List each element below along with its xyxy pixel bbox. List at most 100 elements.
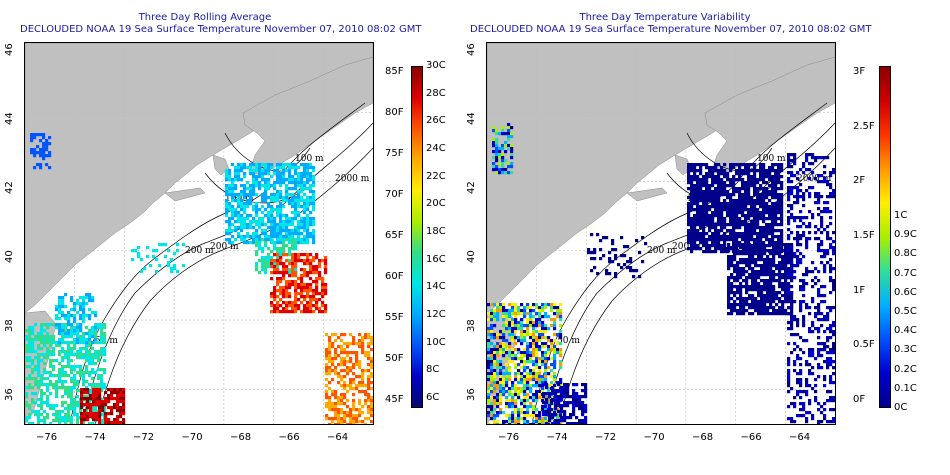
sst-pixel xyxy=(766,300,770,304)
sst-pixel xyxy=(61,305,65,309)
sst-pixel xyxy=(826,210,830,214)
sst-pixel xyxy=(264,262,268,266)
sst-pixel xyxy=(553,411,557,415)
sst-pixel xyxy=(529,321,533,325)
sst-pixel xyxy=(291,205,295,209)
sst-pixel xyxy=(46,389,50,393)
sst-pixel xyxy=(328,357,332,361)
sst-pixel xyxy=(306,259,310,263)
sst-pixel xyxy=(61,380,65,384)
sst-pixel xyxy=(556,315,560,319)
sst-pixel xyxy=(781,264,785,268)
sst-pixel xyxy=(312,259,316,263)
sst-pixel xyxy=(566,401,570,405)
sst-pixel xyxy=(55,410,59,414)
sst-pixel xyxy=(753,163,757,167)
sst-pixel xyxy=(325,357,329,361)
sst-pixel xyxy=(544,336,548,340)
sst-pixel xyxy=(823,300,827,304)
sst-pixel xyxy=(94,407,98,411)
sst-pixel xyxy=(346,384,350,388)
sst-pixel xyxy=(739,243,743,247)
sst-pixel xyxy=(738,217,742,221)
sst-pixel xyxy=(756,250,760,254)
sst-pixel xyxy=(820,156,824,160)
sst-pixel xyxy=(91,377,95,381)
sst-pixel xyxy=(729,232,733,236)
sst-pixel xyxy=(520,333,524,337)
sst-pixel xyxy=(267,259,271,263)
sst-pixel xyxy=(279,241,283,245)
sst-pixel xyxy=(294,310,298,314)
sst-pixel xyxy=(273,193,277,197)
sst-pixel xyxy=(340,339,344,343)
sst-pixel xyxy=(346,369,350,373)
sst-pixel xyxy=(548,410,552,414)
sst-pixel xyxy=(714,214,718,218)
sst-pixel xyxy=(544,408,548,412)
sst-pixel xyxy=(753,226,757,230)
sst-pixel xyxy=(510,153,514,157)
sst-pixel xyxy=(328,342,332,346)
sst-pixel xyxy=(25,401,29,405)
sst-pixel xyxy=(355,384,359,388)
sst-pixel xyxy=(505,321,509,325)
sst-pixel xyxy=(267,187,271,191)
sst-pixel xyxy=(95,418,99,422)
sst-pixel xyxy=(285,295,289,299)
sst-pixel xyxy=(548,416,552,420)
sst-pixel xyxy=(763,288,767,292)
sst-pixel xyxy=(584,407,588,411)
sst-pixel xyxy=(91,347,95,351)
latitude-label: 36 xyxy=(4,388,15,401)
sst-pixel xyxy=(793,348,797,352)
sst-pixel xyxy=(364,393,368,397)
sst-pixel xyxy=(520,411,524,415)
sst-pixel xyxy=(690,187,694,191)
sst-pixel xyxy=(80,397,84,401)
sst-pixel xyxy=(243,163,247,167)
sst-pixel xyxy=(765,169,769,173)
sst-pixel xyxy=(294,211,298,215)
sst-pixel xyxy=(514,375,518,379)
sst-pixel xyxy=(820,300,824,304)
sst-pixel xyxy=(762,211,766,215)
sst-pixel xyxy=(751,252,755,256)
sst-pixel xyxy=(312,181,316,185)
sst-pixel xyxy=(820,243,824,247)
sst-pixel xyxy=(544,342,548,346)
sst-pixel xyxy=(25,335,29,339)
sst-pixel xyxy=(787,156,791,160)
sst-pixel xyxy=(511,336,515,340)
sst-pixel xyxy=(772,273,776,277)
sst-pixel xyxy=(355,420,359,424)
sst-pixel xyxy=(43,329,47,333)
sst-pixel xyxy=(288,247,292,251)
sst-pixel xyxy=(82,371,86,375)
sst-pixel xyxy=(726,178,730,182)
sst-pixel xyxy=(267,166,271,170)
sst-pixel xyxy=(608,251,612,255)
sst-pixel xyxy=(279,220,283,224)
sst-pixel xyxy=(553,324,557,328)
sst-pixel xyxy=(30,151,34,155)
sst-pixel xyxy=(772,279,776,283)
sst-pixel xyxy=(294,259,298,263)
sst-pixel xyxy=(550,345,554,349)
sst-pixel xyxy=(590,269,594,273)
sst-pixel xyxy=(31,422,35,424)
sst-pixel xyxy=(270,232,274,236)
sst-pixel xyxy=(73,326,77,330)
sst-pixel xyxy=(559,354,563,358)
sst-pixel xyxy=(276,163,280,167)
sst-pixel xyxy=(331,405,335,409)
sst-pixel xyxy=(559,336,563,340)
sst-pixel xyxy=(264,163,268,167)
sst-pixel xyxy=(113,397,117,401)
sst-pixel xyxy=(487,402,491,406)
sst-pixel xyxy=(538,315,542,319)
sst-pixel xyxy=(787,153,791,157)
sst-pixel xyxy=(781,306,785,310)
sst-pixel xyxy=(334,411,338,415)
longitude-label: −68 xyxy=(230,432,252,443)
